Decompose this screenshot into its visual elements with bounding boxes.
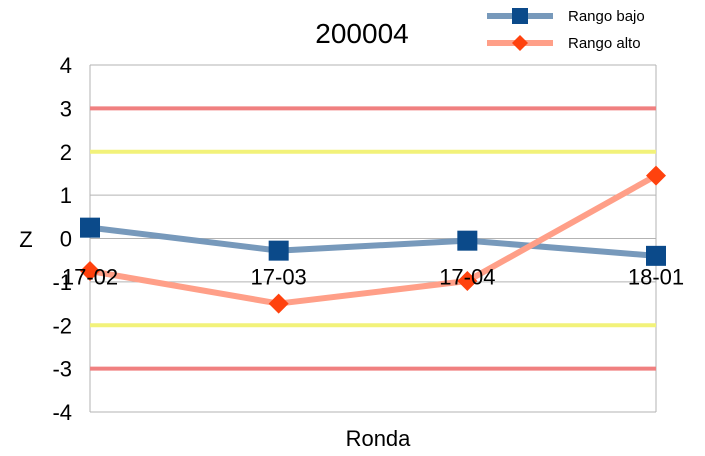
data-point xyxy=(646,245,666,266)
series-line xyxy=(89,224,657,259)
chart-title: 200004 xyxy=(315,18,408,49)
x-tick-label: 17-02 xyxy=(62,265,118,290)
x-tick-label: 17-04 xyxy=(439,265,495,290)
series-line xyxy=(89,172,658,307)
x-tick-label: 18-01 xyxy=(628,265,684,290)
y-tick-label: 3 xyxy=(60,96,72,121)
data-point xyxy=(80,261,100,282)
data-point xyxy=(646,165,666,186)
data-point xyxy=(268,293,289,314)
data-series xyxy=(80,165,666,314)
y-tick-label: 2 xyxy=(60,140,72,165)
data-point xyxy=(80,217,100,238)
legend-label: Rango bajo xyxy=(568,8,645,25)
x-axis-label: Ronda xyxy=(346,426,412,451)
data-point xyxy=(457,230,478,251)
x-tick-labels: 17-02 17-03 17-04 18-01 xyxy=(62,265,684,290)
y-tick-label: -1 xyxy=(52,270,72,295)
legend-marker xyxy=(512,8,528,24)
legend-marker xyxy=(512,35,528,51)
y-tick-label: 4 xyxy=(60,53,72,78)
x-tick-label: 17-03 xyxy=(251,265,307,290)
reference-lines xyxy=(90,106,656,371)
y-tick-labels: 4 3 2 1 0 -1 -2 -3 -4 xyxy=(52,53,72,425)
y-tick-label: 1 xyxy=(60,183,72,208)
legend-label: Rango alto xyxy=(568,35,641,52)
data-point xyxy=(268,240,289,261)
data-point xyxy=(457,271,478,292)
y-tick-label: -3 xyxy=(52,357,72,382)
y-tick-label: 0 xyxy=(60,227,72,252)
y-axis-label: Z xyxy=(19,227,32,252)
legend: Rango bajo Rango alto xyxy=(487,8,645,52)
y-tick-label: -4 xyxy=(52,400,72,425)
y-tick-label: -2 xyxy=(52,313,72,338)
